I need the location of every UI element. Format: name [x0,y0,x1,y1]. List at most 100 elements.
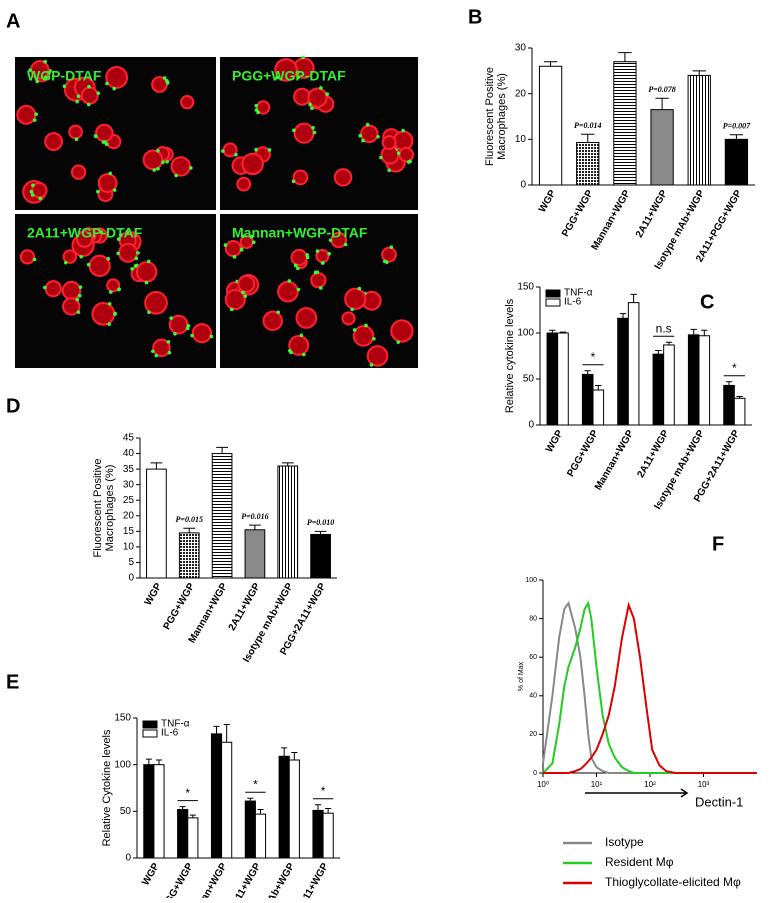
legend-swatch [142,729,158,738]
bar [312,809,324,859]
p-value: P=0.010 [307,518,334,527]
bead [106,257,111,261]
bead [292,128,296,133]
bar [310,533,331,579]
bead [105,81,109,86]
bead [358,133,363,138]
bead [289,350,293,355]
cell [118,242,138,263]
bar [698,335,711,426]
cell [352,325,375,347]
legend-label: Thioglycollate-elicited Mφ [605,875,741,889]
bar [652,353,665,426]
bead [99,230,104,234]
bar [244,800,256,859]
x-tick-label: 2A11+WGP [634,188,670,240]
bar [724,138,749,186]
significance-label: * [591,350,596,364]
cell [180,95,195,110]
x-tick-label: PGG+WGP [160,861,196,898]
bead [96,91,101,95]
error-bar [145,758,152,765]
error-bar [618,52,632,62]
bead [74,137,79,142]
bead [152,168,157,172]
micrograph: Mannan+WGP-DTAF [220,214,418,368]
cell [360,124,379,144]
bar [143,764,155,859]
bead [308,102,312,107]
bar [687,334,700,426]
error-bar [692,70,706,76]
bar [617,317,629,426]
bar [278,755,290,859]
cell [70,164,87,180]
panel-label: F [712,533,724,555]
cell [288,334,310,356]
bead [305,255,310,260]
cell [310,272,327,289]
histogram-line [542,600,757,774]
bead [112,188,117,192]
bead [301,55,305,60]
error-bar [736,395,743,399]
error-bar [247,797,254,802]
bar [254,813,267,859]
cell [44,132,64,151]
error-bar [183,527,196,533]
y-tick-label: 80 [529,615,537,622]
bead [190,333,194,338]
y-tick-label: 30 [123,479,135,490]
bead [234,152,238,157]
micrograph: 2A11+WGP-DTAF [15,214,216,368]
p-value: P=0.007 [723,122,751,131]
cell [262,310,283,331]
y-tick-label: 50 [523,374,535,385]
bead [151,349,155,354]
bead [352,328,357,332]
bead [389,245,394,249]
bead [343,242,348,247]
bar [146,468,167,579]
cell [151,76,168,93]
micrograph: WGP-DTAF [15,57,216,210]
bead [156,148,160,153]
bead [299,333,304,338]
cell [381,135,397,151]
bead [325,92,329,96]
x-tick-label: WGP [140,861,162,887]
bead [239,247,244,252]
x-tick-label: 10³ [698,780,710,789]
error-bar [223,724,230,743]
x-tick-label: 10⁰ [537,780,549,789]
bead [169,316,173,320]
error-bar [619,313,627,319]
y-tick-label: 100 [114,759,131,770]
error-bar [281,462,294,466]
legend-label: IL-6 [161,728,179,739]
error-bar [249,524,261,530]
bead [136,251,140,255]
error-bar [155,759,163,765]
bead [63,260,68,265]
bead [156,166,160,171]
bead [364,323,368,328]
cell [224,289,246,311]
significance-label: * [321,784,326,798]
bar [546,332,559,426]
cell [61,280,82,301]
error-bar [595,384,602,391]
cell [95,123,114,143]
bar [187,817,199,859]
bead [77,293,82,298]
bead [173,332,177,336]
bead [315,270,320,274]
bar [178,532,200,579]
bar [576,142,600,186]
bead [379,155,383,160]
bead [301,352,306,357]
error-bar [725,381,733,386]
bead [166,340,171,344]
histogram-line [542,600,757,774]
